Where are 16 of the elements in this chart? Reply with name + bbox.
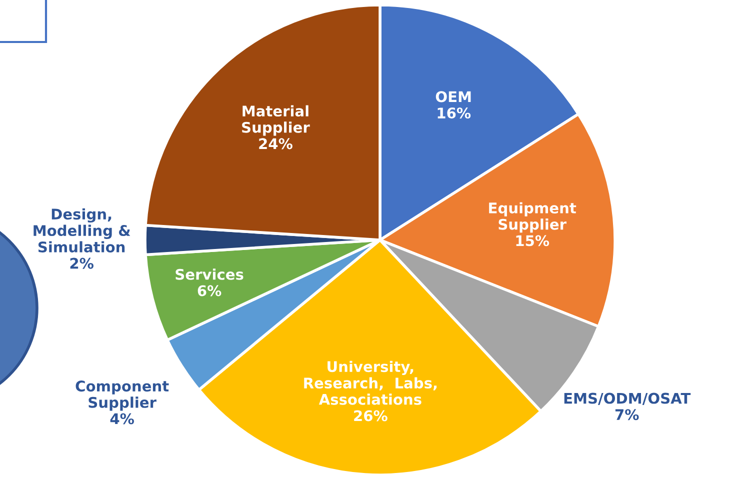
- slice-label: Design, Modelling & Simulation: [34, 208, 130, 252]
- data-label: 26%: [354, 410, 388, 422]
- slice-label: Services: [176, 268, 244, 280]
- data-label: 16%: [438, 108, 471, 119]
- data-label: 24%: [259, 138, 292, 150]
- slice-label: Equipment Supplier: [489, 202, 576, 233]
- slice-label: OEM: [436, 91, 471, 102]
- slice-label: Component Supplier: [76, 380, 169, 411]
- slice-label: Material Supplier: [242, 105, 310, 136]
- data-label: 4%: [110, 413, 134, 424]
- data-label: 7%: [615, 409, 639, 420]
- data-label: 15%: [516, 235, 550, 246]
- data-label: 6%: [198, 285, 222, 296]
- slice-label: EMS/ODM/OSAT: [564, 392, 691, 405]
- data-label: 2%: [70, 258, 94, 269]
- slice-label: University, Research, Labs, Associations: [304, 360, 437, 405]
